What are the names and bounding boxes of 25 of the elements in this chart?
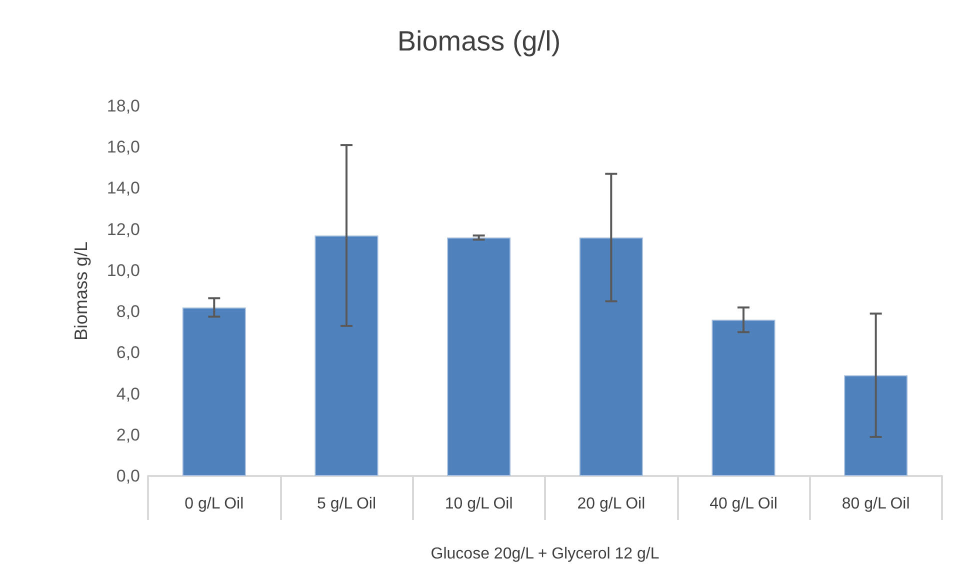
bar xyxy=(844,375,908,476)
bar xyxy=(314,236,378,476)
bar xyxy=(579,238,643,476)
bar xyxy=(447,238,511,476)
y-tick-label: 16,0 xyxy=(106,138,140,157)
y-tick-label: 0,0 xyxy=(116,466,140,486)
x-axis-title: Glucose 20g/L + Glycerol 12 g/L xyxy=(430,546,660,562)
y-tick-label: 8,0 xyxy=(116,302,140,322)
x-tick-label: 20 g/L Oil xyxy=(577,496,646,512)
y-tick-label: 2,0 xyxy=(116,425,140,444)
x-tick-label: 80 g/L Oil xyxy=(842,496,910,512)
x-tick-label: 5 g/L Oil xyxy=(317,496,376,512)
y-axis-title: Biomass g/L xyxy=(71,241,91,341)
x-tick-label: 40 g/L Oil xyxy=(710,496,778,512)
y-tick-label: 18,0 xyxy=(106,96,140,116)
y-tick-label: 12,0 xyxy=(106,220,140,239)
y-tick-label: 10,0 xyxy=(106,260,140,280)
x-tick-label: 0 g/L Oil xyxy=(184,496,244,512)
x-tick-label: 10 g/L Oil xyxy=(444,496,513,512)
y-tick-label: 6,0 xyxy=(116,343,140,362)
bar xyxy=(712,320,776,476)
bar xyxy=(182,307,246,476)
y-tick-label: 14,0 xyxy=(106,178,140,198)
chart-title: Biomass (g/l) xyxy=(397,26,561,56)
y-tick-label: 4,0 xyxy=(116,384,140,404)
